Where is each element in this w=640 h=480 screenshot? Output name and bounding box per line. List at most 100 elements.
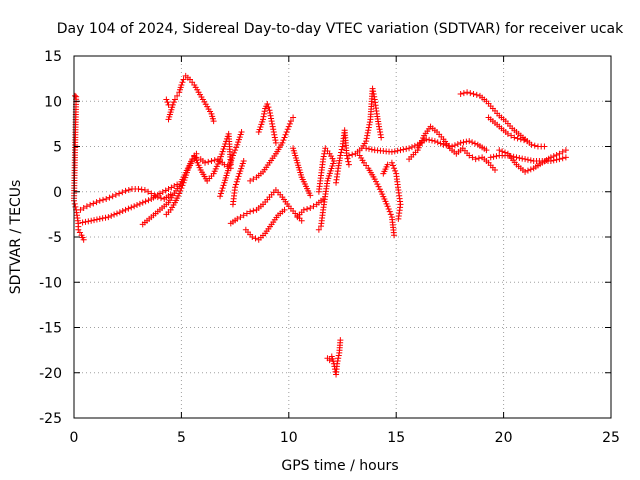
data-point-interp <box>387 211 394 218</box>
data-point-interp <box>471 140 478 147</box>
data-point-interp <box>463 138 470 145</box>
data-point-interp <box>373 178 380 185</box>
data-point <box>376 123 383 130</box>
data-point-interp <box>272 137 279 144</box>
data-point <box>337 152 344 159</box>
data-point <box>163 96 170 103</box>
data-point-interp <box>391 165 398 172</box>
data-point-interp <box>469 154 476 161</box>
data-point <box>513 154 520 161</box>
data-point-interp <box>93 199 100 206</box>
data-point-interp <box>72 203 79 210</box>
data-point <box>240 157 247 164</box>
data-point <box>483 147 490 154</box>
data-point <box>562 147 569 154</box>
data-point <box>423 136 430 143</box>
data-point-interp <box>211 157 218 164</box>
data-point <box>229 152 236 159</box>
data-point-interp <box>162 187 169 194</box>
data-point-interp <box>229 155 236 162</box>
data-point-interp <box>284 126 291 133</box>
data-point-interp <box>233 144 240 151</box>
data-point-interp <box>220 182 227 189</box>
data-point-interp <box>320 153 327 160</box>
data-point-interp <box>111 211 118 218</box>
data-points <box>71 72 569 378</box>
data-point-interp <box>286 120 293 127</box>
data-point-interp <box>102 214 109 221</box>
data-point-interp <box>265 104 272 111</box>
data-point-interp <box>514 135 521 142</box>
data-point-interp <box>112 191 119 198</box>
data-point-interp <box>280 137 287 144</box>
data-point-interp <box>93 216 100 223</box>
data-point-interp <box>271 134 278 141</box>
data-point-interp <box>218 151 225 158</box>
data-point <box>247 177 254 184</box>
data-point <box>504 130 511 137</box>
data-point-interp <box>91 217 98 224</box>
data-point <box>307 192 314 199</box>
data-point-interp <box>271 131 278 138</box>
data-point-interp <box>250 207 257 214</box>
data-point <box>80 236 87 243</box>
data-point-interp <box>99 196 106 203</box>
data-point-interp <box>259 118 266 125</box>
data-point <box>457 139 464 146</box>
data-point-interp <box>220 146 227 153</box>
data-point <box>287 118 294 125</box>
data-point <box>406 145 413 152</box>
data-point-interp <box>493 153 500 160</box>
data-point-interp <box>394 147 401 154</box>
data-point <box>431 138 438 145</box>
data-point-interp <box>125 205 132 212</box>
data-point-interp <box>550 153 557 160</box>
y-tick-label: -15 <box>39 321 62 337</box>
data-point-interp <box>285 123 292 130</box>
data-point-interp <box>366 119 373 126</box>
data-point-interp <box>226 162 233 169</box>
data-point <box>83 203 90 210</box>
data-point <box>440 141 447 148</box>
chart-title: Day 104 of 2024, Sidereal Day-to-day VTE… <box>57 21 624 37</box>
x-tick-label: 15 <box>387 430 405 446</box>
data-point-interp <box>219 148 226 155</box>
data-point <box>547 154 554 161</box>
data-point-interp <box>164 99 171 106</box>
data-point <box>369 85 376 92</box>
data-point-interp <box>269 123 276 130</box>
x-axis-label: GPS time / hours <box>281 458 398 474</box>
data-point-interp <box>519 155 526 162</box>
data-point-interp <box>232 181 239 188</box>
data-point-interp <box>71 200 78 207</box>
data-point-interp <box>376 186 383 193</box>
data-point-interp <box>559 148 566 155</box>
data-point-interp <box>232 147 239 154</box>
x-tick-label: 5 <box>177 430 186 446</box>
data-point <box>384 161 391 168</box>
data-point <box>496 147 503 154</box>
data-point-interp <box>145 197 152 204</box>
data-point <box>318 223 325 230</box>
tick-labels: 0 5 10 15 20 25 -25 -20 -15 -10 -5 0 5 10 15 <box>39 49 620 446</box>
data-point-interp <box>460 90 467 97</box>
data-point-interp <box>119 189 126 196</box>
data-point <box>202 159 209 166</box>
axis-ticks <box>73 55 612 419</box>
data-point-interp <box>310 203 317 210</box>
data-point <box>221 143 228 150</box>
data-point-interp <box>559 155 566 162</box>
data-point-interp <box>231 149 238 156</box>
data-point-interp <box>267 110 274 117</box>
data-point <box>334 360 341 367</box>
data-point-interp <box>516 154 523 161</box>
data-point-interp <box>473 91 480 98</box>
data-point-interp <box>116 209 123 216</box>
data-point-interp <box>531 142 538 149</box>
data-point <box>122 187 129 194</box>
data-point <box>165 101 172 108</box>
data-point <box>378 134 385 141</box>
data-point-interp <box>179 79 186 86</box>
x-tick-label: 10 <box>280 430 298 446</box>
data-point-interp <box>217 190 224 197</box>
